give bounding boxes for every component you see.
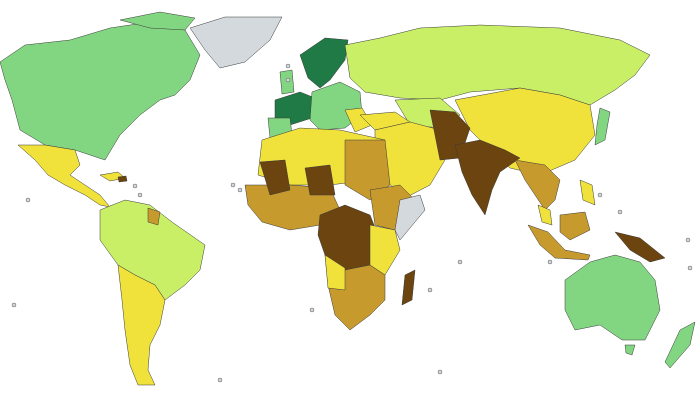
region-guyana <box>147 207 161 226</box>
region-south-america-south <box>117 264 166 386</box>
region-scandinavia <box>299 37 349 89</box>
region-russia <box>344 24 651 106</box>
region-somalia <box>394 194 426 241</box>
region-madagascar <box>401 269 416 306</box>
region-malay <box>537 204 553 226</box>
region-greenland <box>189 16 283 69</box>
region-southeast-asia <box>514 159 561 211</box>
region-tasmania <box>624 344 636 356</box>
region-india <box>454 139 521 216</box>
region-japan <box>594 107 611 146</box>
region-arctic-islands <box>119 11 196 31</box>
region-haiti <box>117 175 128 183</box>
region-mexico-central-america <box>17 144 111 208</box>
region-new-zealand <box>664 321 696 369</box>
small-islands <box>11 63 693 383</box>
region-chad <box>304 164 336 196</box>
region-borneo <box>559 211 591 241</box>
region-east-africa <box>369 224 401 276</box>
region-australia <box>564 254 661 341</box>
region-indonesia-west <box>527 224 591 261</box>
region-papua <box>614 231 666 263</box>
region-angola-zambia <box>324 254 346 291</box>
region-north-america <box>0 21 201 161</box>
region-philippines <box>579 179 596 206</box>
region-sahel <box>259 159 291 196</box>
